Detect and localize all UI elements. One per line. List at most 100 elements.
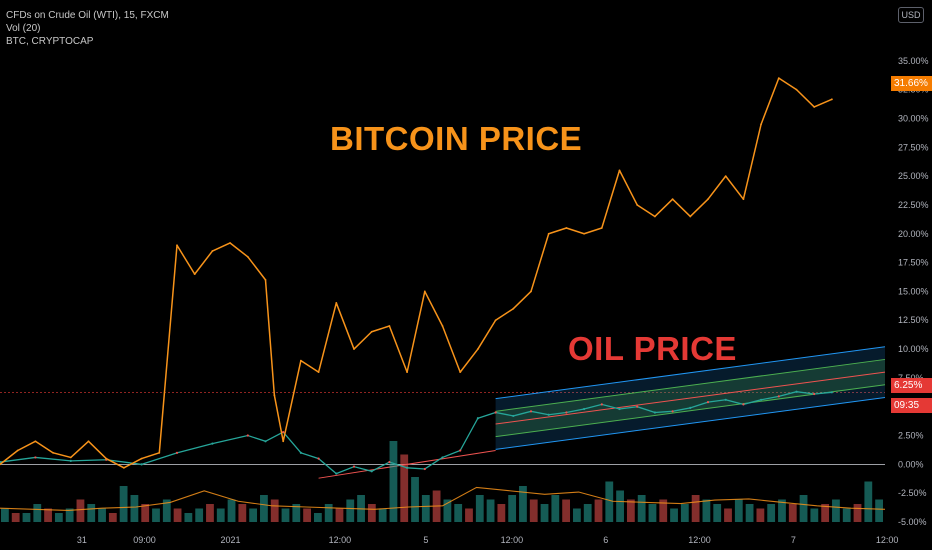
volume-bar bbox=[152, 508, 160, 522]
oil-price-tag: 6.25% bbox=[891, 378, 932, 393]
btc-point bbox=[335, 302, 338, 304]
volume-bar bbox=[141, 504, 150, 522]
currency-button[interactable]: USD bbox=[898, 7, 924, 23]
btc-point bbox=[689, 215, 692, 218]
volume-bar bbox=[76, 499, 85, 522]
volume-bar bbox=[400, 454, 409, 522]
y-axis: 35.00%32.50%30.00%27.50%25.00%22.50%20.0… bbox=[898, 56, 929, 527]
x-tick-label: 12:00 bbox=[329, 535, 352, 545]
volume-bar bbox=[22, 513, 31, 522]
x-tick-label: 12:00 bbox=[876, 535, 899, 545]
btc-point bbox=[300, 359, 302, 362]
volume-bar bbox=[130, 495, 139, 522]
btc-point bbox=[636, 204, 639, 206]
volume-bar bbox=[367, 504, 376, 522]
oil-point bbox=[476, 417, 479, 420]
legend-btc[interactable]: BTC, CRYPTOCAP bbox=[6, 36, 94, 47]
legend-volume[interactable]: Vol (20) bbox=[6, 23, 41, 34]
volume-bar bbox=[421, 495, 430, 522]
y-tick-label: 27.50% bbox=[898, 142, 929, 152]
oil-point bbox=[423, 467, 426, 471]
volume-bar bbox=[637, 495, 646, 522]
btc-point bbox=[600, 227, 603, 229]
btc-point bbox=[273, 394, 276, 397]
volume-bar bbox=[65, 508, 74, 522]
volume-bar bbox=[605, 481, 614, 522]
btc-point bbox=[760, 123, 762, 126]
y-tick-label: 0.00% bbox=[898, 459, 924, 469]
channel-median bbox=[495, 371, 886, 425]
volume-bar bbox=[260, 495, 268, 522]
oil-price-annotation: OIL PRICE bbox=[568, 330, 737, 367]
legend-oil[interactable]: CFDs on Crude Oil (WTI), 15, FXCM bbox=[6, 10, 169, 21]
btc-point bbox=[477, 348, 479, 350]
volume-bar bbox=[238, 504, 247, 522]
x-axis: 31 09:00 2021 12:00 5 12:00 6 12:00 7 12:00 bbox=[77, 535, 899, 545]
oil-point bbox=[636, 405, 639, 408]
oil-point bbox=[512, 414, 515, 418]
regression-channel bbox=[318, 346, 886, 479]
x-tick-label: 12:00 bbox=[501, 535, 524, 545]
oil-point bbox=[760, 398, 763, 401]
btc-point bbox=[441, 325, 444, 327]
oil-point bbox=[388, 460, 391, 464]
oil-point bbox=[246, 434, 249, 437]
oil-point bbox=[830, 391, 834, 394]
volume-bar bbox=[475, 495, 484, 522]
btc-point bbox=[654, 215, 656, 218]
btc-point bbox=[724, 175, 727, 178]
btc-point bbox=[406, 371, 408, 374]
volume-bar bbox=[292, 504, 301, 522]
x-tick-label: 31 bbox=[77, 535, 87, 545]
volume-bar bbox=[778, 499, 786, 522]
volume-bar bbox=[1, 508, 9, 522]
y-tick-label: -5.00% bbox=[898, 517, 927, 527]
y-tick-label: -2.50% bbox=[898, 488, 927, 498]
volume-bar bbox=[691, 495, 700, 522]
volume-bar bbox=[173, 508, 182, 522]
volume-bar bbox=[853, 504, 862, 522]
volume-bar bbox=[184, 513, 193, 522]
volume-bar bbox=[832, 499, 840, 522]
oil-point bbox=[600, 403, 603, 406]
volume-bar bbox=[389, 441, 398, 522]
y-tick-label: 17.50% bbox=[898, 258, 929, 268]
btc-point bbox=[264, 278, 267, 281]
x-tick-label: 12:00 bbox=[688, 535, 711, 545]
btc-point bbox=[565, 227, 568, 229]
btc-point bbox=[494, 319, 497, 322]
btc-point bbox=[530, 290, 532, 293]
oil-point bbox=[459, 449, 462, 452]
btc-point bbox=[742, 198, 745, 201]
volume-bar bbox=[702, 499, 711, 522]
btc-point bbox=[193, 273, 196, 276]
volume-bar bbox=[303, 508, 311, 522]
oil-point bbox=[299, 451, 302, 454]
oil-point bbox=[441, 456, 444, 459]
volume-bar bbox=[119, 486, 128, 522]
volume-bar bbox=[54, 513, 63, 522]
volume-bar bbox=[626, 499, 635, 522]
volume-bars bbox=[1, 441, 883, 522]
btc-price-tag: 31.66% bbox=[891, 76, 932, 91]
oil-point bbox=[583, 407, 586, 411]
btc-point bbox=[370, 330, 373, 333]
x-tick-label: 6 bbox=[603, 535, 608, 545]
volume-bar bbox=[11, 513, 20, 522]
btc-point bbox=[618, 169, 621, 172]
volume-bar bbox=[227, 499, 236, 522]
volume-bar bbox=[497, 504, 506, 522]
btc-point bbox=[123, 466, 125, 469]
volume-bar bbox=[734, 499, 743, 522]
volume-bar bbox=[810, 508, 819, 522]
volume-bar bbox=[745, 504, 754, 522]
volume-ma-path bbox=[0, 486, 886, 512]
btc-point bbox=[512, 307, 515, 310]
btc-point bbox=[353, 348, 355, 350]
oil-point bbox=[0, 460, 2, 464]
btc-point bbox=[229, 242, 232, 244]
btc-point bbox=[87, 440, 90, 443]
oil-point bbox=[335, 472, 338, 475]
btc-point bbox=[140, 457, 143, 460]
